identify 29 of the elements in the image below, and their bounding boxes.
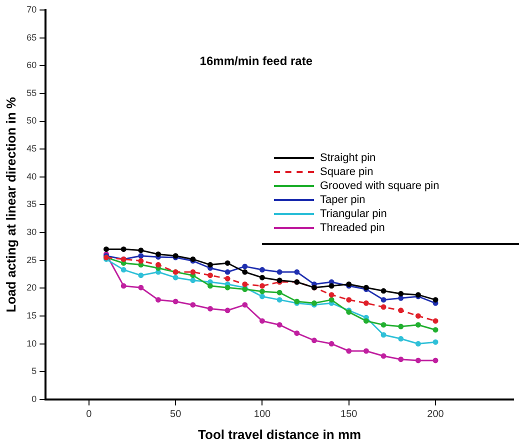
legend-label: Triangular pin <box>320 208 387 220</box>
legend-label: Taper pin <box>320 194 366 206</box>
y-tick-label: 55 <box>26 88 37 98</box>
x-tick-label: 50 <box>170 409 182 420</box>
y-tick-label: 20 <box>26 282 37 293</box>
y-tick-label: 10 <box>26 338 37 348</box>
legend-label: Threaded pin <box>320 222 385 234</box>
text: 16mm/min feed rate <box>200 54 313 68</box>
x-tick-label: 100 <box>254 409 272 420</box>
legend-label: Straight pin <box>320 152 376 164</box>
y-tick-label: 35 <box>26 199 37 210</box>
y-tick-label: 60 <box>26 60 37 70</box>
y-tick-label: 50 <box>26 116 37 126</box>
y-tick-label: 30 <box>26 227 37 237</box>
y-tick-label: 65 <box>26 32 37 42</box>
y-tick-label: 45 <box>26 144 37 154</box>
y-tick-label: 5 <box>32 366 37 376</box>
legend-label: Grooved with square pin <box>320 180 440 192</box>
x-axis-title: Tool travel distance in mm <box>198 426 362 442</box>
y-axis-title: Load acting at linear direction in % <box>3 96 18 312</box>
y-tick-label: 40 <box>26 171 37 182</box>
x-tick-label: 200 <box>427 409 444 420</box>
x-tick-label: 0 <box>86 409 92 420</box>
y-tick-label: 0 <box>32 394 37 404</box>
x-tick-label: 150 <box>340 409 358 420</box>
y-tick-label: 25 <box>26 254 37 265</box>
y-tick-label: 70 <box>26 4 37 14</box>
y-tick-label: 15 <box>26 310 37 320</box>
legend-label: Square pin <box>320 166 374 178</box>
